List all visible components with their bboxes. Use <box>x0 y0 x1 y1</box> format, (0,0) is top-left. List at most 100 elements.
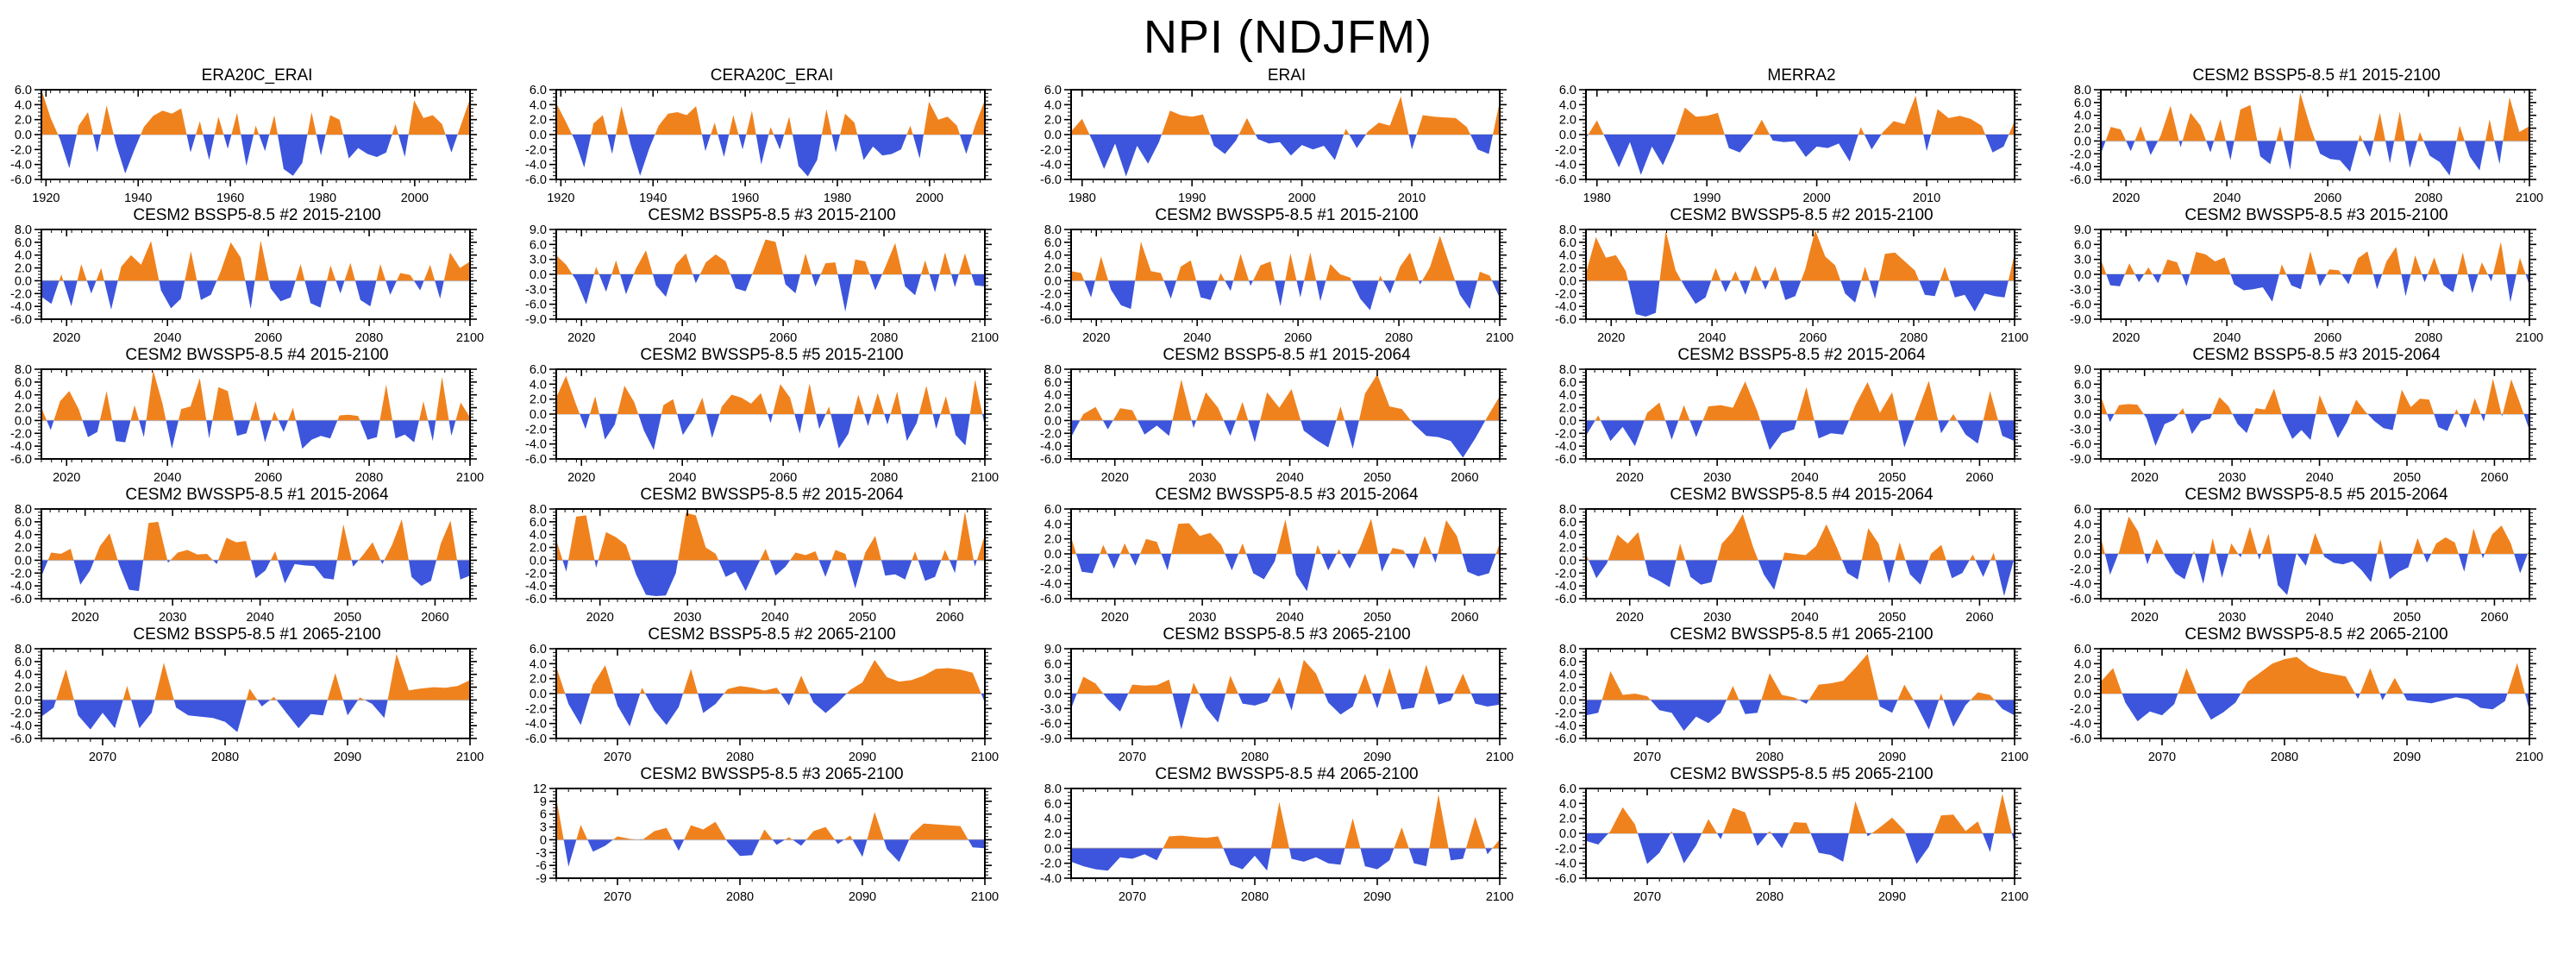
svg-text:0.0: 0.0 <box>1559 414 1576 428</box>
svg-text:-6.0: -6.0 <box>10 313 32 327</box>
svg-text:-2.0: -2.0 <box>2070 562 2091 576</box>
chart-panel: CESM2 BWSSP5-8.5 #1 2015-2064 -6.0 -4.0 -2… <box>0 485 515 625</box>
svg-text:2050: 2050 <box>849 611 876 625</box>
svg-text:2050: 2050 <box>2393 471 2421 485</box>
svg-text:6.0: 6.0 <box>2074 504 2091 517</box>
svg-text:-4.0: -4.0 <box>10 719 32 733</box>
svg-text:2100: 2100 <box>971 471 999 485</box>
svg-text:2100: 2100 <box>2001 751 2028 764</box>
svg-text:-2.0: -2.0 <box>2070 148 2091 161</box>
svg-text:2020: 2020 <box>2131 471 2159 485</box>
svg-text:-6.0: -6.0 <box>2070 593 2091 606</box>
panel-plot: -6.0-4.0 -2.00.02.0 4.06.0 1980 1990 2000 2010 <box>1040 84 1507 205</box>
svg-text:1920: 1920 <box>547 192 574 205</box>
svg-text:0.0: 0.0 <box>15 274 32 288</box>
svg-text:0.0: 0.0 <box>15 554 32 568</box>
svg-text:-4.0: -4.0 <box>2070 578 2091 592</box>
panel-title: CESM2 BSSP5-8.5 #2 2065-2100 <box>648 625 896 644</box>
panel-plot: -6.0-4.0-2.00.02.04.06.08.0 2020 2040 2060 2… <box>10 363 484 485</box>
panel-plot: -6.0-4.0-2.00.02.04.06.08.0 2020 2040 2060 2… <box>1555 223 2028 345</box>
svg-text:-4.0: -4.0 <box>525 438 547 452</box>
panel-plot: -6.0-4.0-2.00.02.04.06.08.0 2070 2080 2090 2… <box>1555 643 2028 764</box>
svg-text:-4.0: -4.0 <box>2070 160 2091 174</box>
svg-text:-4.0: -4.0 <box>1040 872 1062 886</box>
svg-text:2.0: 2.0 <box>15 542 32 556</box>
chart-panel: CESM2 BWSSP5-8.5 #1 2015-2100 -6.0 -4.0 -2… <box>1030 205 1545 345</box>
svg-text:-4.0: -4.0 <box>2070 718 2091 732</box>
svg-text:2.0: 2.0 <box>1559 813 1576 826</box>
svg-text:2090: 2090 <box>2393 751 2421 764</box>
svg-text:2030: 2030 <box>674 611 701 625</box>
chart-panel: ERAI -6.0 -4.0 -2.0 0.0 2.0 4.0 6.0 1980 1990 200… <box>1030 66 1545 205</box>
svg-text:2100: 2100 <box>456 331 484 345</box>
chart-panel: MERRA2 -6.0 -4.0 -2.0 0.0 2.0 4.0 6.0 1980 1990 2… <box>1545 66 2059 205</box>
svg-text:0.0: 0.0 <box>15 129 32 142</box>
chart-panel: CESM2 BSSP5-8.5 #1 2015-2100 -6.0 -4.0 -2.… <box>2059 66 2574 205</box>
panel-title: CESM2 BWSSP5-8.5 #1 2065-2100 <box>1670 625 1934 644</box>
svg-text:2000: 2000 <box>916 192 943 205</box>
svg-text:1990: 1990 <box>1693 192 1720 205</box>
svg-text:0.0: 0.0 <box>2074 268 2091 282</box>
svg-text:2.0: 2.0 <box>530 393 547 407</box>
svg-text:2040: 2040 <box>1790 471 1818 485</box>
svg-text:-4.0: -4.0 <box>1555 719 1576 733</box>
svg-text:6.0: 6.0 <box>15 236 32 250</box>
svg-text:-6.0: -6.0 <box>1040 453 1062 467</box>
chart-panel: CESM2 BWSSP5-8.5 #3 2015-2064 -6.0 -4.0 -2… <box>1030 485 1545 625</box>
svg-text:2040: 2040 <box>761 611 788 625</box>
svg-text:2040: 2040 <box>1275 471 1303 485</box>
svg-text:2030: 2030 <box>1703 611 1731 625</box>
panel-plot: -6.0-4.0-2.00.02.04.06.08.0 2020 2040 2060 2… <box>1040 223 1514 345</box>
svg-text:2000: 2000 <box>1802 192 1830 205</box>
svg-text:2040: 2040 <box>1698 331 1726 345</box>
svg-text:8.0: 8.0 <box>15 644 32 656</box>
svg-text:2080: 2080 <box>2415 331 2442 345</box>
svg-text:-4.0: -4.0 <box>1555 858 1576 871</box>
panel-title: CESM2 BWSSP5-8.5 #2 2065-2100 <box>2184 625 2448 644</box>
svg-text:-2.0: -2.0 <box>525 567 547 581</box>
svg-text:-4.0: -4.0 <box>525 718 547 732</box>
svg-text:4.0: 4.0 <box>1044 249 1062 263</box>
svg-text:-9: -9 <box>536 872 547 886</box>
svg-text:0.0: 0.0 <box>1044 129 1062 142</box>
svg-text:-2.0: -2.0 <box>1555 707 1576 720</box>
svg-text:2.0: 2.0 <box>2074 122 2091 136</box>
panel-title: CESM2 BSSP5-8.5 #3 2015-2100 <box>648 206 896 224</box>
svg-text:-4.0: -4.0 <box>1555 300 1576 314</box>
panel-title: CESM2 BWSSP5-8.5 #4 2065-2100 <box>1155 765 1419 783</box>
svg-text:2040: 2040 <box>154 471 181 485</box>
svg-text:-6.0: -6.0 <box>1555 173 1576 187</box>
svg-text:4.0: 4.0 <box>1559 249 1576 263</box>
svg-text:2080: 2080 <box>1241 751 1269 764</box>
panel-title: ERA20C_ERAI <box>201 66 313 85</box>
svg-text:2080: 2080 <box>726 890 754 904</box>
svg-text:2100: 2100 <box>1486 331 1514 345</box>
panel-plot: -9.0-6.0-3.00.03.06.09.0 2020 2030 2040 2050… <box>2070 363 2536 485</box>
svg-text:2090: 2090 <box>334 751 361 764</box>
svg-text:-6.0: -6.0 <box>1555 453 1576 467</box>
svg-text:-4.0: -4.0 <box>1555 159 1576 173</box>
chart-panel: CESM2 BSSP5-8.5 #3 2065-2100 -9.0 -6.0 -3.… <box>1030 625 1545 764</box>
svg-text:1980: 1980 <box>309 192 336 205</box>
svg-text:0.0: 0.0 <box>2074 688 2091 701</box>
svg-text:-9.0: -9.0 <box>2070 313 2091 327</box>
svg-text:4.0: 4.0 <box>530 657 547 671</box>
svg-text:-9.0: -9.0 <box>2070 453 2091 467</box>
svg-text:0.0: 0.0 <box>1044 548 1062 562</box>
svg-text:2060: 2060 <box>254 471 282 485</box>
svg-text:6.0: 6.0 <box>2074 238 2091 252</box>
svg-text:1940: 1940 <box>124 192 152 205</box>
svg-text:-2.0: -2.0 <box>1555 842 1576 856</box>
panel-plot: -6.0-4.0 -2.00.02.0 4.06.0 2070 2080 2090 2100 <box>2070 643 2543 764</box>
svg-text:-2.0: -2.0 <box>1040 427 1062 441</box>
svg-text:2060: 2060 <box>421 611 448 625</box>
svg-text:8.0: 8.0 <box>2074 85 2091 97</box>
panel-plot: -6.0-4.0 -2.00.02.0 4.06.0 1920 1940 1960 1980… <box>525 84 992 205</box>
svg-text:2040: 2040 <box>1790 611 1818 625</box>
svg-text:-2.0: -2.0 <box>1555 567 1576 581</box>
panels-grid: ERA20C_ERAI -6.0 -4.0 -2.0 0.0 2.0 4.0 6.0 1920… <box>0 66 2576 904</box>
svg-text:2.0: 2.0 <box>530 673 547 687</box>
svg-text:-3.0: -3.0 <box>1040 702 1062 716</box>
svg-text:-6.0: -6.0 <box>1555 593 1576 606</box>
svg-text:4.0: 4.0 <box>15 389 32 403</box>
